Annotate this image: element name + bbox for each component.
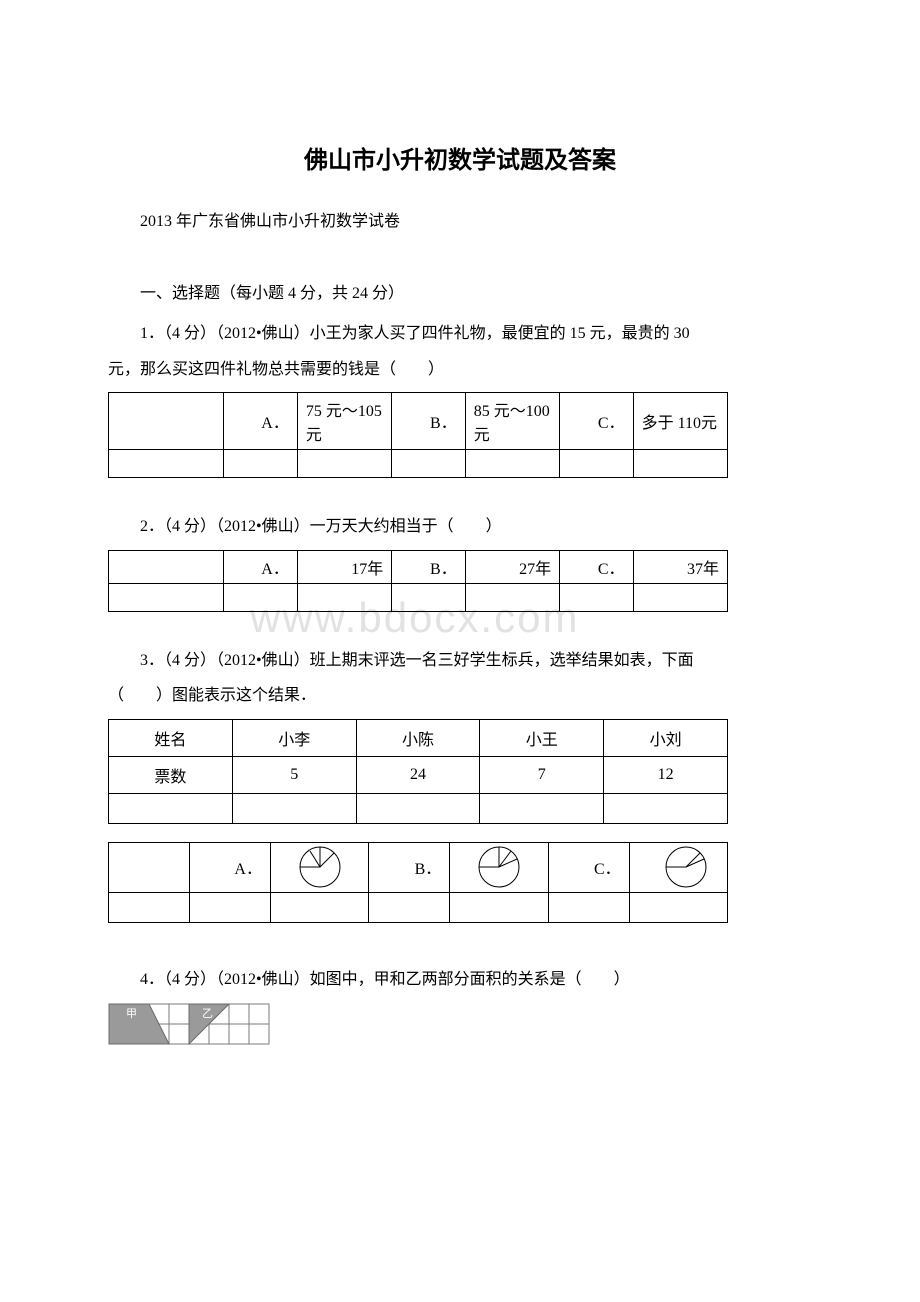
q3-h0: 姓名 bbox=[109, 719, 233, 756]
q3-line1: 3．（4 分）（2012•佛山）班上期末评选一名三好学生标兵，选举结果如表，下面 bbox=[108, 648, 812, 674]
q3-r2: 24 bbox=[356, 756, 480, 793]
q1-opt-c-label: C． bbox=[560, 393, 633, 450]
q3-opt-c-label: C． bbox=[548, 842, 629, 892]
q3-r3: 7 bbox=[480, 756, 604, 793]
q1-opt-c-value: 多于 110元 bbox=[633, 393, 727, 450]
q2-opt-a-label: A． bbox=[224, 550, 297, 583]
section-1-header: 一、选择题（每小题 4 分，共 24 分） bbox=[108, 279, 812, 303]
q4-figure: 甲 乙 bbox=[108, 1003, 272, 1045]
q1-opt-a-label: A． bbox=[224, 393, 297, 450]
q2-opt-a-value: 17年 bbox=[297, 550, 391, 583]
q1-opt-b-value: 85 元～100元 bbox=[465, 393, 559, 450]
q3-opt-a-label: A． bbox=[189, 842, 270, 892]
q3-opt-b-label: B． bbox=[369, 842, 450, 892]
q3-pie-b bbox=[450, 842, 548, 892]
q3-h2: 小陈 bbox=[356, 719, 480, 756]
q2-options-table: A． 17年 B． 27年 C． 37年 bbox=[108, 550, 728, 612]
q3-r0: 票数 bbox=[109, 756, 233, 793]
q2-opt-c-label: C． bbox=[560, 550, 633, 583]
q1-options-table: A． 75 元～105元 B． 85 元～100元 C． 多于 110元 bbox=[108, 392, 728, 478]
q3-h3: 小王 bbox=[480, 719, 604, 756]
q3-h1: 小李 bbox=[232, 719, 356, 756]
q3-result-table: 姓名 小李 小陈 小王 小刘 票数 5 24 7 12 bbox=[108, 719, 728, 824]
q2-opt-b-label: B． bbox=[392, 550, 465, 583]
q4-text: 4．（4 分）（2012•佛山）如图中，甲和乙两部分面积的关系是（ ） bbox=[108, 967, 812, 993]
q3-r1: 5 bbox=[232, 756, 356, 793]
q3-pie-options-table: A． B． C． bbox=[108, 842, 728, 923]
q1-opt-b-label: B． bbox=[392, 393, 465, 450]
q2-text: 2．（4 分）（2012•佛山）一万天大约相当于（ ） bbox=[108, 514, 812, 540]
svg-text:乙: 乙 bbox=[202, 1007, 213, 1020]
q2-opt-b-value: 27年 bbox=[465, 550, 559, 583]
q3-pie-c bbox=[629, 842, 727, 892]
q1-line2: 元，那么买这四件礼物总共需要的钱是（ ） bbox=[108, 357, 812, 383]
svg-text:甲: 甲 bbox=[126, 1008, 137, 1020]
q3-r4: 12 bbox=[604, 756, 728, 793]
q1-opt-a-value: 75 元～105元 bbox=[297, 393, 391, 450]
q2-opt-c-value: 37年 bbox=[633, 550, 727, 583]
q3-pie-a bbox=[270, 842, 368, 892]
page-title: 佛山市小升初数学试题及答案 bbox=[108, 140, 812, 175]
q3-h4: 小刘 bbox=[604, 719, 728, 756]
q1-line1: 1．（4 分）（2012•佛山）小王为家人买了四件礼物，最便宜的 15 元，最贵… bbox=[108, 321, 812, 347]
q3-line2: （ ）图能表示这个结果． bbox=[108, 683, 812, 709]
subtitle: 2013 年广东省佛山市小升初数学试卷 bbox=[108, 207, 812, 231]
